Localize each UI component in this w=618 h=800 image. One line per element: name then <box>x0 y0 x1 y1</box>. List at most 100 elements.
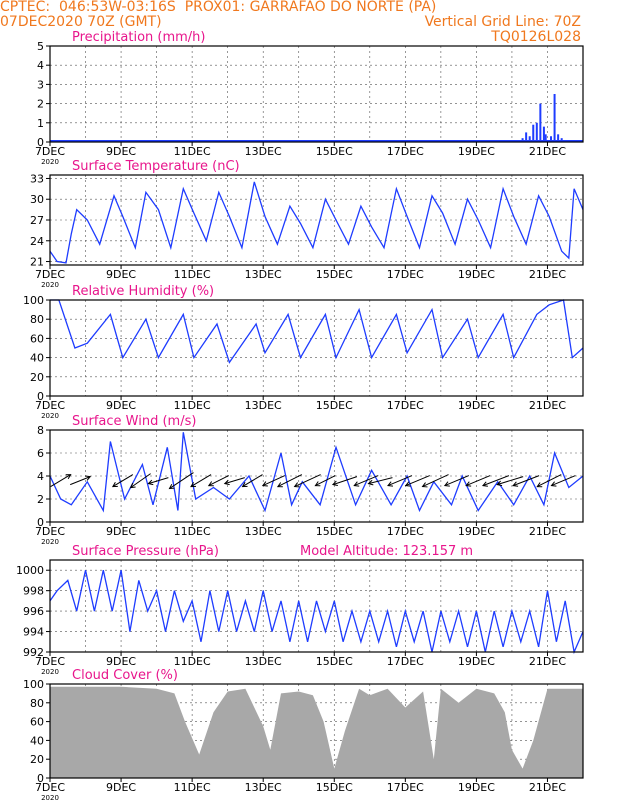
y-tick-label: 20 <box>30 371 44 384</box>
x-tick-label: 15DEC <box>316 525 353 538</box>
x-tick-label: 17DEC <box>387 655 424 668</box>
y-tick-label: 8 <box>37 424 44 437</box>
wind-vector <box>465 475 491 487</box>
y-tick-label: 33 <box>30 172 44 185</box>
wind-vector-head <box>168 483 175 490</box>
wind-vector-head <box>367 479 374 486</box>
pres-series-line <box>49 570 584 655</box>
x-tick-label: 11DEC <box>174 145 211 158</box>
x-tick-label: 7DEC <box>35 525 65 538</box>
y-tick-label: 80 <box>30 313 44 326</box>
wind-vector <box>224 477 245 485</box>
y-tick-label: 4 <box>37 470 44 483</box>
x-tick-label: 19DEC <box>458 525 495 538</box>
x-tick-label: 17DEC <box>387 268 424 281</box>
wind-vector <box>422 474 449 488</box>
wind-vector-head <box>353 481 360 487</box>
wind-vector-head <box>331 480 338 486</box>
x-tick-label: 21DEC <box>529 525 566 538</box>
y-tick-label: 5 <box>37 40 44 53</box>
x-tick-label: 13DEC <box>245 145 282 158</box>
pres-title: Surface Pressure (hPa) <box>72 544 219 559</box>
wind-vector-head <box>111 482 118 488</box>
wind-vector <box>551 475 576 487</box>
x-tick-label: 13DEC <box>245 399 282 412</box>
precip-bar <box>542 126 545 142</box>
cloud-frame <box>49 683 584 779</box>
wind-vector-head <box>550 481 557 487</box>
y-tick-label: 0 <box>37 136 44 149</box>
wind-vector-head <box>536 482 543 488</box>
y-tick-label: 100 <box>23 678 44 691</box>
y-tick-label: 80 <box>30 697 44 710</box>
rh-title: Relative Humidity (%) <box>72 284 214 299</box>
x-tick-label: 9DEC <box>106 781 136 794</box>
x-tick-label: 7DEC <box>35 399 65 412</box>
x-tick-label: 11DEC <box>174 268 211 281</box>
wind-vector-head <box>512 481 519 487</box>
y-tick-label: 0 <box>37 390 44 403</box>
y-tick-label: 1 <box>37 117 44 130</box>
x-tick-label: 7DEC <box>35 145 65 158</box>
x-year-label: 2020 <box>41 538 59 546</box>
temp-series-line <box>49 181 584 264</box>
wind-vector-head <box>443 481 450 487</box>
precip-frame <box>49 45 584 143</box>
y-tick-label: 21 <box>30 256 44 269</box>
run-date: 07DEC2020 70Z (GMT) <box>0 14 162 30</box>
wind-series-line <box>49 432 584 513</box>
x-tick-label: 15DEC <box>316 399 353 412</box>
x-tick-label: 13DEC <box>245 268 282 281</box>
y-tick-label: 27 <box>30 214 44 227</box>
wind-vector-head <box>65 474 72 480</box>
wind-vector <box>405 475 430 487</box>
x-tick-label: 9DEC <box>106 145 136 158</box>
x-tick-label: 13DEC <box>245 781 282 794</box>
wind-vector <box>208 475 230 487</box>
x-year-label: 2020 <box>41 281 59 289</box>
x-tick-label: 9DEC <box>106 399 136 412</box>
wind-vector <box>482 475 510 487</box>
x-tick-label: 17DEC <box>387 145 424 158</box>
wind-vector <box>387 475 413 487</box>
x-tick-label: 19DEC <box>458 399 495 412</box>
y-tick-label: 60 <box>30 716 44 729</box>
y-tick-label: 994 <box>23 626 44 639</box>
cloud-cover-area <box>50 686 583 778</box>
x-tick-label: 19DEC <box>458 781 495 794</box>
x-tick-label: 7DEC <box>35 655 65 668</box>
x-tick-label: 17DEC <box>387 525 424 538</box>
y-tick-label: 4 <box>37 59 44 72</box>
x-tick-label: 17DEC <box>387 399 424 412</box>
x-tick-label: 21DEC <box>529 268 566 281</box>
x-tick-label: 11DEC <box>174 781 211 794</box>
wind-vector-head <box>421 482 428 488</box>
wind-vector <box>242 474 263 488</box>
wind-vector-head <box>223 479 230 486</box>
y-tick-label: 998 <box>23 585 44 598</box>
precip-bar <box>528 136 531 142</box>
wind-vector-head <box>276 482 283 488</box>
y-tick-label: 60 <box>30 332 44 345</box>
x-year-label: 2020 <box>41 158 59 166</box>
x-tick-label: 15DEC <box>316 268 353 281</box>
y-tick-label: 40 <box>30 734 44 747</box>
wind-vector <box>112 474 134 488</box>
station-title: CPTEC: 046:53W-03:16S PROX01: GARRAFAO D… <box>0 0 437 15</box>
precip-bar <box>557 134 560 142</box>
pres-annotation: Model Altitude: 123.157 m <box>300 544 473 559</box>
x-tick-label: 9DEC <box>106 525 136 538</box>
y-tick-label: 40 <box>30 352 44 365</box>
x-tick-label: 21DEC <box>529 781 566 794</box>
y-tick-label: 30 <box>30 193 44 206</box>
x-year-label: 2020 <box>41 668 59 676</box>
precip-bar <box>535 122 538 142</box>
wind-vector <box>277 474 303 488</box>
temp-title: Surface Temperature (nC) <box>72 159 240 174</box>
wind-vector <box>354 475 379 487</box>
x-tick-label: 19DEC <box>458 268 495 281</box>
wind-vector <box>130 473 151 489</box>
x-tick-label: 11DEC <box>174 655 211 668</box>
x-tick-label: 11DEC <box>174 399 211 412</box>
wind-vector-head <box>85 475 92 481</box>
